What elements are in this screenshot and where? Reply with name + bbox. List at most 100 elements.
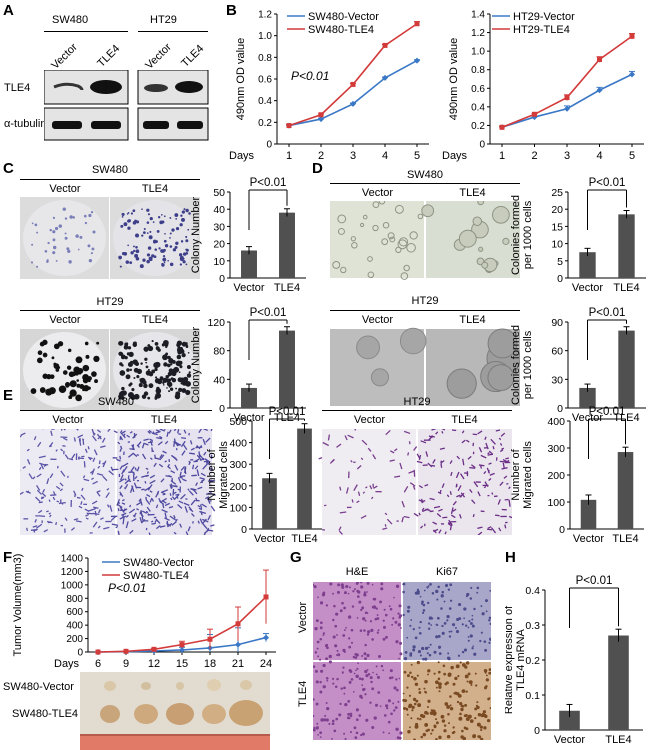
migrated-cell xyxy=(152,431,156,435)
x-tick-label: 24 xyxy=(260,658,272,670)
migrated-cell xyxy=(119,448,122,453)
migrated-cell xyxy=(369,485,373,490)
migrated-cell xyxy=(477,526,483,530)
migrated-cell xyxy=(209,467,214,471)
x-tick-label: TLE4 xyxy=(291,533,317,545)
nucleus xyxy=(399,652,403,656)
colony-dot xyxy=(121,215,124,218)
colony-dot xyxy=(129,261,133,265)
nucleus xyxy=(376,631,379,634)
migrated-cell xyxy=(418,485,423,489)
nucleus xyxy=(436,598,439,601)
nucleus xyxy=(424,679,428,684)
migrated-cell xyxy=(441,429,446,431)
colony-dot xyxy=(87,244,91,248)
nucleus xyxy=(315,702,319,706)
colony-dot xyxy=(130,251,134,255)
migrated-cell xyxy=(99,517,104,521)
soft-agar-colony xyxy=(362,214,368,220)
colony-dot xyxy=(167,259,169,262)
nucleus xyxy=(331,722,335,726)
colony-dot xyxy=(49,228,52,232)
nucleus xyxy=(343,629,346,631)
migrated-cell xyxy=(96,490,101,493)
migrated-cell xyxy=(450,471,453,477)
nucleus xyxy=(366,582,370,585)
nucleus xyxy=(319,626,323,630)
nucleus xyxy=(355,731,359,735)
nucleus xyxy=(413,676,417,681)
soft-agar-colony xyxy=(400,272,409,280)
nucleus xyxy=(355,582,359,585)
nucleus xyxy=(445,583,448,586)
nucleus xyxy=(380,664,384,668)
migrated-cell xyxy=(159,454,163,459)
colony-dot xyxy=(126,368,130,372)
migrated-cell xyxy=(155,504,159,509)
nucleus xyxy=(314,651,318,654)
nucleus xyxy=(322,634,325,636)
migrated-cell xyxy=(150,457,153,460)
x-tick-label: 9 xyxy=(123,658,129,670)
soft-agar-colony xyxy=(446,368,477,399)
x-tick-label: 1 xyxy=(286,150,292,162)
soft-agar-colony xyxy=(417,213,424,220)
nucleus xyxy=(473,607,476,611)
nucleus xyxy=(342,666,345,669)
colony-dot xyxy=(84,221,88,225)
nucleus xyxy=(422,657,425,661)
nucleus xyxy=(377,629,380,632)
nucleus xyxy=(343,591,347,595)
colony-plate-image xyxy=(20,329,109,411)
migrated-cell xyxy=(207,514,211,521)
colony-dot xyxy=(121,252,125,255)
migrated-cell xyxy=(179,475,186,478)
colony-dot xyxy=(142,258,146,262)
colony-dot xyxy=(119,265,122,268)
migrated-cell xyxy=(487,452,490,455)
soft-agar-colonies xyxy=(332,201,520,399)
migrated-cell xyxy=(122,508,128,512)
nucleus xyxy=(446,656,450,660)
nucleus xyxy=(394,706,398,710)
x-tick-label: 3 xyxy=(564,150,570,162)
nucleus xyxy=(316,722,319,725)
nucleus xyxy=(332,618,335,622)
colony-dot xyxy=(68,260,72,264)
colony-dot xyxy=(91,247,95,251)
migrated-cell xyxy=(42,488,46,494)
migrated-cell xyxy=(123,487,127,490)
migrated-cell xyxy=(177,444,182,447)
migrated-cell xyxy=(33,529,36,533)
colony-dot xyxy=(155,392,162,399)
nucleus xyxy=(355,669,357,672)
colony-dot xyxy=(96,341,100,345)
nucleus xyxy=(358,677,362,680)
migrated-cell xyxy=(38,501,43,504)
colony-dot xyxy=(174,213,179,217)
nucleus xyxy=(447,712,450,716)
migrated-cell xyxy=(506,483,509,485)
colony-dot xyxy=(155,366,158,369)
nucleus xyxy=(428,646,430,649)
soft-agar-colony xyxy=(406,242,416,253)
nucleus xyxy=(379,705,382,708)
p-value-annotation: P<0.01 xyxy=(250,307,287,319)
colony-dot xyxy=(129,382,133,386)
colony-dot xyxy=(166,363,171,368)
migrated-cells xyxy=(20,429,512,535)
colony-dot xyxy=(119,352,124,356)
migrated-cell xyxy=(40,463,45,470)
migrated-cell xyxy=(159,429,166,432)
colony-dot xyxy=(179,263,183,266)
migrated-cell xyxy=(126,434,131,438)
migrated-cell xyxy=(382,527,388,530)
data-point xyxy=(263,594,269,600)
y-tick-label: 0.8 xyxy=(258,53,272,64)
nucleus xyxy=(402,698,406,702)
colony-dot xyxy=(65,384,69,388)
migrated-cell xyxy=(83,478,90,482)
nucleus xyxy=(488,668,491,672)
migrated-cell xyxy=(505,457,509,460)
nucleus xyxy=(345,585,349,589)
